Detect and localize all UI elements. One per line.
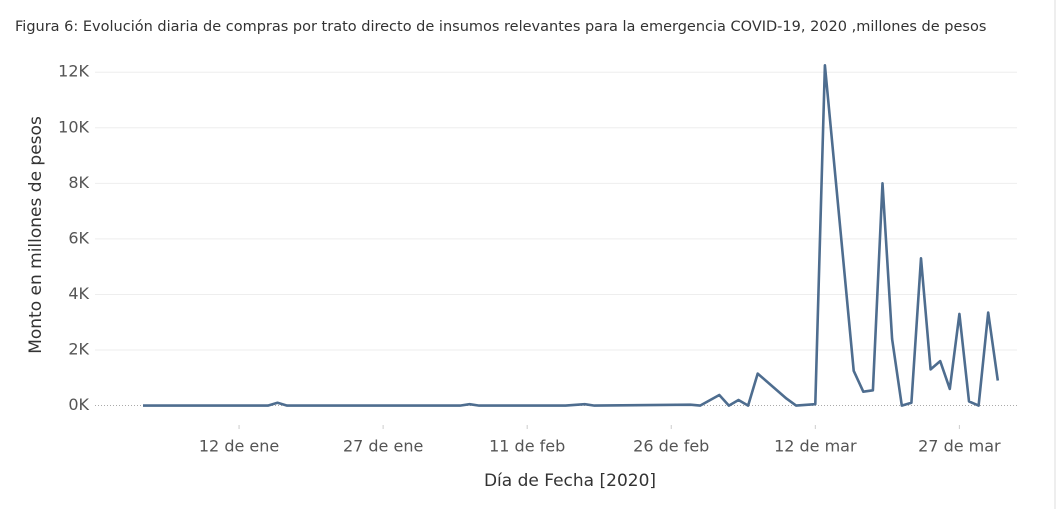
- x-tick-label: 12 de ene: [199, 437, 279, 456]
- y-tick-label: 6K: [68, 228, 89, 247]
- x-tick-label: 27 de ene: [343, 437, 423, 456]
- x-tick-label: 12 de mar: [774, 437, 857, 456]
- y-tick-label: 10K: [58, 117, 89, 136]
- y-tick-label: 0K: [68, 395, 89, 414]
- x-axis-title: Día de Fecha [2020]: [484, 471, 656, 491]
- x-tick-label: 27 de mar: [918, 437, 1001, 456]
- y-tick-label: 8K: [68, 173, 89, 192]
- y-tick-label: 4K: [68, 284, 89, 303]
- line-series: [143, 64, 1000, 407]
- y-axis-title: Monto en millones de pesos: [26, 116, 46, 354]
- y-tick-label: 2K: [68, 340, 89, 359]
- y-tick-label: 12K: [58, 62, 89, 81]
- x-tick-label: 26 de feb: [633, 437, 709, 456]
- x-tick-label: 11 de feb: [489, 437, 565, 456]
- chart-title: Figura 6: Evolución diaria de compras po…: [15, 19, 986, 35]
